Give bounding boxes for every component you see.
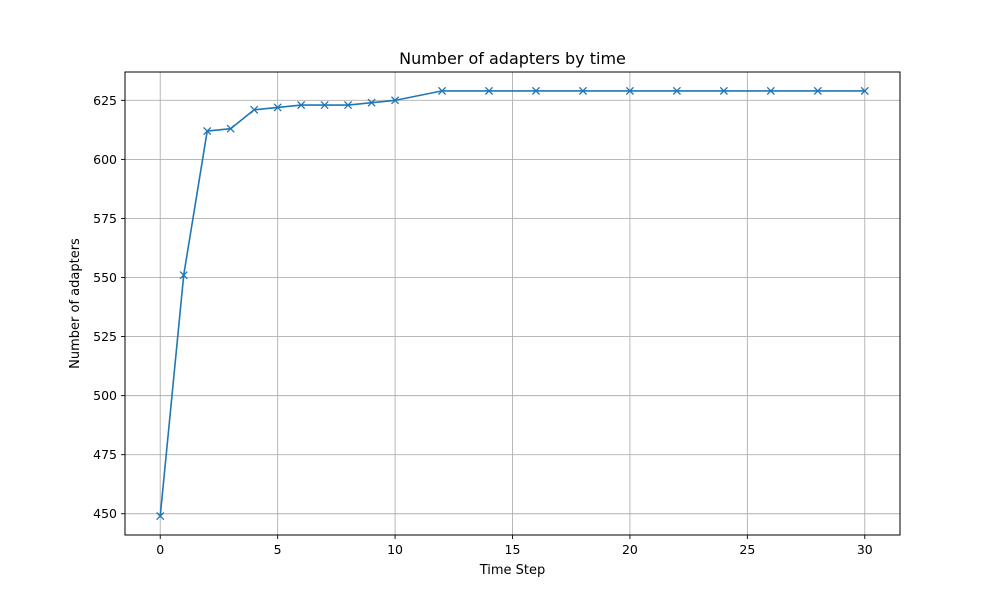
data-point-marker: [625, 86, 634, 95]
y-tick-label: 575: [93, 211, 117, 226]
x-tick-label: 25: [739, 542, 755, 557]
data-point-marker: [156, 512, 165, 521]
data-point-marker: [578, 86, 588, 95]
x-tick-label: 30: [857, 542, 873, 557]
x-tick-label: 20: [622, 542, 638, 557]
series-layer: [156, 86, 869, 521]
data-point-marker: [273, 103, 282, 112]
data-point-marker: [250, 105, 259, 114]
x-tick-label: 10: [387, 542, 403, 557]
data-point-marker: [391, 96, 400, 105]
data-point-marker: [484, 86, 494, 95]
data-point-marker: [437, 86, 447, 95]
data-point-marker: [320, 101, 329, 110]
y-tick-label: 450: [93, 506, 117, 521]
y-axis-label: Number of adapters: [68, 238, 83, 369]
grid: [125, 72, 900, 535]
y-tick-label: 600: [93, 152, 117, 167]
data-point-marker: [226, 124, 235, 133]
data-point-marker: [367, 98, 376, 107]
data-point-marker: [297, 101, 306, 110]
data-point-marker: [531, 86, 541, 95]
axis-ticks: 0 5 10 15 20 25 30 450 475 500 525 550 575 600 625: [93, 93, 873, 557]
data-point-marker: [179, 271, 188, 280]
x-tick-label: 15: [505, 542, 521, 557]
x-tick-label: 0: [156, 542, 164, 557]
x-axis-label: Time Step: [479, 563, 546, 578]
data-point-marker: [813, 86, 822, 95]
x-tick-label: 5: [274, 542, 282, 557]
y-tick-label: 625: [93, 93, 117, 108]
y-tick-label: 475: [93, 447, 117, 462]
data-point-marker: [203, 126, 212, 136]
data-point-marker: [766, 86, 775, 95]
y-tick-label: 550: [93, 270, 117, 285]
y-tick-label: 500: [93, 388, 117, 403]
data-point-marker: [672, 86, 681, 95]
y-tick-label: 525: [93, 329, 117, 344]
data-point-marker: [719, 86, 728, 95]
data-point-marker: [860, 86, 869, 95]
data-point-marker: [344, 101, 353, 110]
chart-title: Number of adapters by time: [399, 49, 626, 68]
